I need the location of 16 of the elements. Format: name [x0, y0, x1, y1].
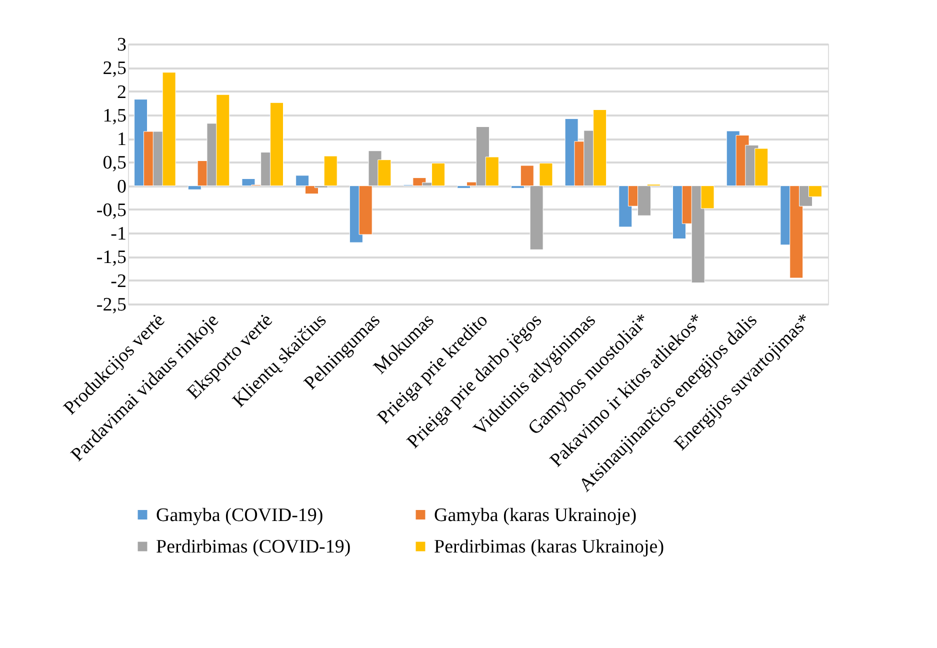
y-tick-label: 2	[117, 82, 126, 103]
y-tick-label: 0,5	[102, 152, 126, 174]
y-tick-label: -1	[110, 224, 126, 245]
legend-label: Gamyba (COVID-19)	[156, 504, 324, 526]
legend-label: Perdirbimas (COVID-19)	[156, 536, 351, 558]
y-tick-label: 1	[117, 129, 126, 150]
y-tick-label: 2,5	[102, 58, 126, 80]
y-tick-label: 1,5	[102, 105, 126, 126]
y-tick-label: -2,5	[96, 294, 126, 316]
legend-label: Gamyba (karas Ukrainoje)	[434, 504, 637, 526]
y-tick-label: -1,5	[96, 247, 126, 268]
y-tick-label: 3	[117, 34, 126, 56]
y-tick-label: -0,5	[96, 200, 126, 221]
y-tick-label: -2	[110, 270, 126, 292]
y-tick-label: 0	[117, 176, 126, 198]
legend-label: Perdirbimas (karas Ukrainoje)	[434, 536, 664, 558]
